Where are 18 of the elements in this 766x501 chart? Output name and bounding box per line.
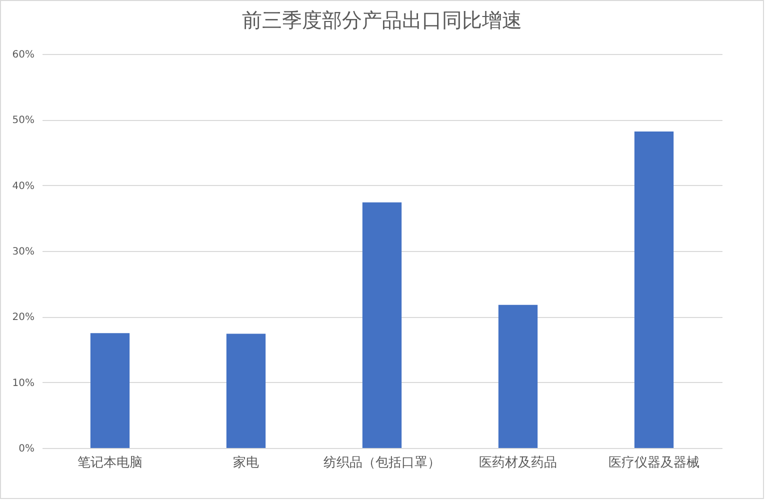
bar	[362, 202, 402, 448]
x-tick-label: 医疗仪器及器械	[608, 456, 700, 470]
bar	[226, 334, 266, 448]
bar	[498, 304, 538, 448]
bar	[634, 131, 674, 448]
x-tick-label: 医药材及药品	[479, 456, 557, 470]
y-tick-label: 50%	[12, 115, 34, 126]
y-tick-label: 30%	[12, 246, 34, 258]
x-tick-label: 家电	[233, 454, 259, 470]
x-tick-label: 纺织品（包括口罩）	[324, 456, 440, 470]
x-tick-label: 笔记本电脑	[78, 456, 142, 470]
y-tick-label: 40%	[12, 180, 34, 192]
chart-title: 前三季度部分产品出口同比增速	[242, 8, 522, 32]
y-tick-label: 10%	[12, 378, 34, 389]
y-tick-label: 20%	[12, 312, 34, 324]
bar	[90, 333, 130, 448]
y-tick-label: 0%	[18, 444, 34, 454]
y-tick-label: 60%	[12, 50, 34, 60]
